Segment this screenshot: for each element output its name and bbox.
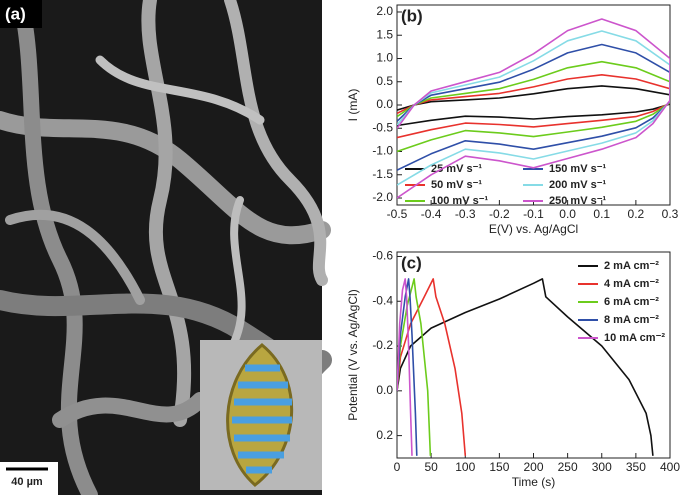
y-tick-label: 0.0 (376, 383, 393, 397)
y-tick-label: 0.5 (376, 74, 393, 88)
scale-bar-label: 40 µm (11, 476, 43, 488)
y-tick-label: -0.2 (372, 338, 393, 352)
y-tick-label: -0.4 (372, 293, 393, 307)
y-tick-label: 0.0 (376, 97, 393, 111)
x-tick-label: 0.2 (628, 207, 645, 221)
plot-frame (396, 4, 671, 206)
y-axis-title: Potential (V vs. Ag/AgCl) (346, 289, 360, 420)
legend-label: 2 mA cm⁻² (604, 260, 659, 272)
y-axis-title: I (mA) (346, 89, 360, 122)
y-tick-label: 1.5 (376, 27, 393, 41)
x-tick-label: 50 (424, 460, 438, 474)
inset-schematic (200, 340, 322, 490)
y-tick-label: 1.0 (376, 51, 393, 65)
y-tick-label: -0.6 (372, 249, 393, 263)
x-axis-title: Time (s) (512, 475, 556, 489)
x-tick-label: 300 (592, 460, 612, 474)
x-axis-title: E(V) vs. Ag/AgCl (489, 222, 578, 236)
series-line (397, 60, 670, 153)
x-tick-label: 0.1 (593, 207, 610, 221)
y-tick-label: 0.2 (376, 428, 393, 442)
x-tick-label: 0.3 (662, 207, 679, 221)
legend-label: 100 mV s⁻¹ (431, 195, 489, 207)
y-tick-label: -0.5 (372, 120, 393, 134)
series-line (397, 74, 670, 139)
x-tick-label: 250 (558, 460, 578, 474)
sem-image: (a) 40 µm (0, 0, 332, 495)
legend-label: 50 mV s⁻¹ (431, 179, 482, 191)
legend-label: 25 mV s⁻¹ (431, 163, 482, 175)
legend-label: 10 mA cm⁻² (604, 332, 665, 344)
y-tick-label: -2.0 (372, 190, 393, 204)
y-tick-label: 2.0 (376, 4, 393, 18)
x-tick-label: 150 (489, 460, 509, 474)
x-tick-label: -0.1 (523, 207, 544, 221)
x-tick-label: -0.2 (489, 207, 510, 221)
x-tick-label: -0.3 (455, 207, 476, 221)
legend-label: 8 mA cm⁻² (604, 314, 659, 326)
label-bg (0, 0, 42, 28)
x-tick-label: 100 (455, 460, 475, 474)
panel-label: (c) (401, 253, 422, 272)
x-tick-label: 0 (394, 460, 401, 474)
panel-label: (a) (5, 4, 26, 23)
legend-label: 200 mV s⁻¹ (549, 179, 607, 191)
x-tick-label: 200 (523, 460, 543, 474)
series-line (397, 278, 467, 456)
y-tick-label: -1.5 (372, 167, 393, 181)
fibers (0, 0, 332, 495)
series-line (397, 278, 413, 456)
x-tick-label: -0.5 (387, 207, 408, 221)
series-line (397, 278, 418, 456)
plot-frame (396, 251, 671, 459)
legend-label: 250 mV s⁻¹ (549, 195, 607, 207)
legend-label: 4 mA cm⁻² (604, 278, 659, 290)
legend-label: 6 mA cm⁻² (604, 296, 659, 308)
x-tick-label: 350 (626, 460, 646, 474)
series-line (397, 43, 670, 171)
series-line (397, 85, 670, 127)
series-line (397, 18, 670, 199)
series-line (397, 278, 654, 456)
x-tick-label: 400 (660, 460, 680, 474)
x-tick-label: 0.0 (559, 207, 576, 221)
series-line (397, 30, 670, 186)
panel-label: (b) (401, 6, 423, 25)
x-tick-label: -0.4 (421, 207, 442, 221)
legend-label: 150 mV s⁻¹ (549, 163, 607, 175)
series-line (397, 278, 432, 456)
y-tick-label: -1.0 (372, 144, 393, 158)
